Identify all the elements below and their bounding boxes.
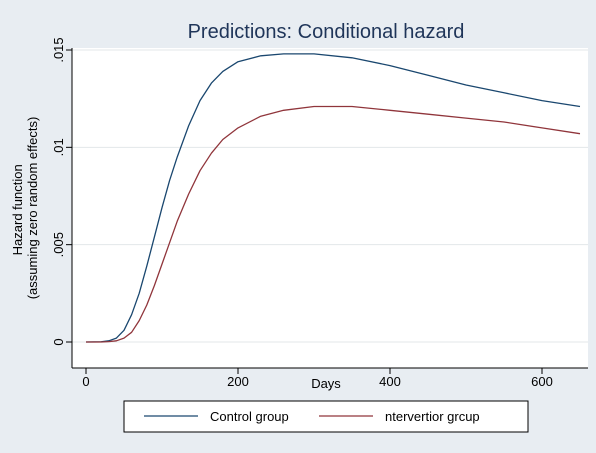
y-axis-label-line-2: (assuming zero random effects) bbox=[25, 117, 40, 300]
series-line-control bbox=[85, 53, 581, 343]
y-tick-label: 0 bbox=[51, 338, 66, 345]
y-tick-label: .01 bbox=[51, 138, 66, 156]
y-tick-label: .015 bbox=[51, 37, 66, 62]
x-tick-label: 600 bbox=[531, 374, 553, 389]
plot-region bbox=[72, 48, 588, 368]
x-axis: 0 200 400 600 bbox=[72, 367, 588, 389]
legend-label-intervention: ntervertior grcup bbox=[385, 409, 480, 424]
y-axis-label-line-1: Hazard function bbox=[10, 164, 25, 255]
gridlines bbox=[72, 49, 588, 343]
x-tick-label: 400 bbox=[379, 374, 401, 389]
y-tick-label: .005 bbox=[51, 232, 66, 257]
x-tick-label: 0 bbox=[82, 374, 89, 389]
series-lines bbox=[85, 53, 581, 343]
chart-title: Predictions: Conditional hazard bbox=[188, 21, 465, 43]
svg-text:Hazard function (assumin: Hazard function (assuming zero random ef… bbox=[10, 117, 40, 300]
y-axis: 0 .005 .01 .015 bbox=[51, 37, 73, 368]
x-axis-label: Days bbox=[311, 376, 341, 391]
y-axis-label: Hazard function (assuming zero random ef… bbox=[10, 117, 40, 300]
x-tick-label: 200 bbox=[227, 374, 249, 389]
legend-label-control: Control group bbox=[210, 409, 289, 424]
legend: Control group ntervertior grcup bbox=[123, 400, 529, 433]
series-line-intervention bbox=[86, 105, 581, 343]
